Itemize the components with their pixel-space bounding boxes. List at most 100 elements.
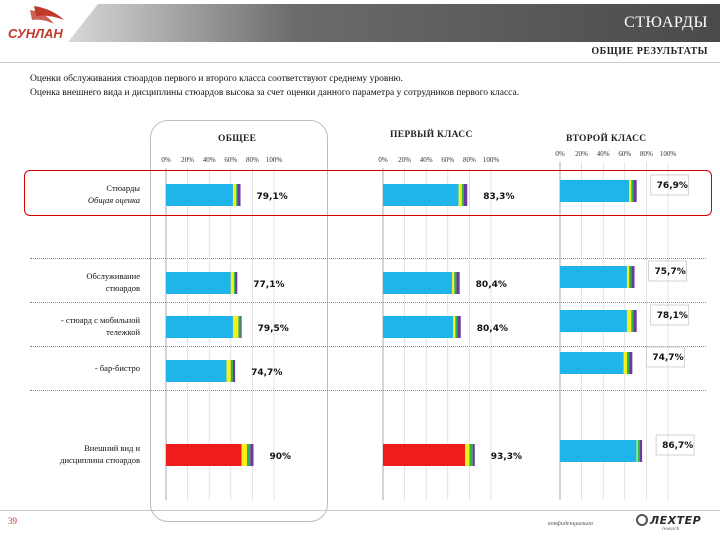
bar-segment-purple — [631, 266, 635, 288]
row-separator — [30, 302, 706, 303]
bar-segment-green — [238, 316, 241, 338]
bar-segment-purple — [237, 184, 241, 206]
bar-segment-green — [461, 184, 464, 206]
data-label: 79,1% — [257, 192, 288, 202]
x-tick-label: 60% — [224, 156, 237, 164]
bar-segment-yellow — [230, 272, 235, 294]
bar-segment-green — [454, 272, 457, 294]
x-tick-label: 40% — [420, 156, 433, 164]
row-label-bar-bistro: - бар-бистро — [8, 362, 140, 374]
data-label: 79,5% — [258, 324, 289, 334]
x-tick-label: 80% — [246, 156, 259, 164]
bar-segment-blue — [560, 352, 624, 374]
brand-logo-icon — [636, 514, 648, 526]
confidential-label: конфиденциально — [548, 521, 593, 527]
intro-line-1: Оценки обслуживания стюардов первого и в… — [30, 74, 403, 84]
row-label-line: дисциплина стюардов — [60, 455, 140, 465]
data-label: 77,1% — [253, 280, 284, 290]
bar-segment-purple — [456, 272, 460, 294]
row-separator — [30, 258, 706, 259]
data-label: 93,3% — [491, 452, 522, 462]
row-label-line: Внешний вид и — [84, 443, 140, 453]
airline-logo: СУНЛАН — [4, 4, 68, 44]
header-divider — [0, 62, 720, 63]
bar-segment-blue — [560, 266, 627, 288]
bar-segment-green — [631, 310, 634, 332]
data-label: 76,9% — [657, 181, 688, 191]
bar-segment-green — [234, 272, 236, 294]
bar-segment-yellow — [458, 184, 462, 206]
bar-segment-blue — [166, 272, 231, 294]
x-tick-label: 0% — [161, 156, 171, 164]
x-tick-label: 40% — [597, 150, 610, 158]
row-label-line: - стюард с мобильной — [60, 315, 140, 325]
bar-segment-yellow — [232, 316, 239, 338]
bar-segment-purple — [633, 310, 637, 332]
bar-segment-purple — [250, 444, 254, 466]
bar-segment-yellow — [629, 180, 632, 202]
x-tick-label: 80% — [640, 150, 653, 158]
panel-title-second-class: ВТОРОЙ КЛАСС — [566, 134, 647, 144]
data-label: 86,7% — [662, 441, 693, 451]
row-label-line: - бар-бистро — [94, 363, 140, 373]
row-label-overall-rating: Стюарды Общая оценка — [8, 182, 140, 206]
row-label-line: Обслуживание — [86, 271, 140, 281]
x-tick-label: 20% — [398, 156, 411, 164]
bar-segment-red — [166, 444, 242, 466]
bar-segment-red — [383, 444, 466, 466]
data-label-box — [655, 434, 695, 456]
page-number: 39 — [8, 516, 17, 526]
bar-segment-yellow — [226, 360, 231, 382]
bar-segment-yellow — [626, 310, 632, 332]
x-tick-label: 40% — [203, 156, 216, 164]
bar-segment-blue — [166, 316, 233, 338]
bar-segment-green — [455, 316, 458, 338]
header-dark-band — [68, 4, 720, 42]
highlight-frame — [24, 170, 712, 216]
data-label-box — [648, 260, 687, 282]
x-tick-label: 100% — [266, 156, 283, 164]
svg-text:СУНЛАН: СУНЛАН — [8, 26, 63, 41]
brand-name: ЛЕХТЕР — [650, 514, 702, 527]
bar-segment-purple — [633, 180, 637, 202]
x-tick-label: 60% — [618, 150, 631, 158]
bar-segment-purple — [639, 440, 643, 462]
intro-text: Оценки обслуживания стюардов первого и в… — [30, 72, 519, 100]
bar-segment-purple — [457, 316, 461, 338]
bar-segment-green — [469, 444, 473, 466]
row-label-trolley: - стюард с мобильной тележкой — [8, 314, 140, 338]
row-label-line: Стюарды — [106, 183, 140, 193]
bar-segment-yellow — [452, 272, 455, 294]
bar-segment-blue — [166, 184, 233, 206]
row-label-line: тележкой — [106, 327, 140, 337]
overall-panel-frame — [150, 120, 328, 522]
bar-segment-purple — [232, 360, 236, 382]
bar-segment-green — [230, 360, 233, 382]
data-label-box — [650, 304, 690, 326]
data-label: 90% — [269, 452, 291, 462]
panel-title-overall: ОБЩЕЕ — [218, 134, 257, 144]
bar-segment-purple — [235, 272, 238, 294]
bar-segment-yellow — [241, 444, 247, 466]
bar-segment-blue — [560, 310, 627, 332]
bar-segment-blue — [383, 272, 453, 294]
x-tick-label: 20% — [575, 150, 588, 158]
bar-segment-green — [247, 444, 251, 466]
intro-line-2: Оценка внешнего вида и дисциплины стюард… — [30, 88, 520, 98]
panel-title-first-class: ПЕРВЫЙ КЛАСС — [390, 130, 473, 140]
bar-segment-yellow — [626, 266, 630, 288]
data-label: 78,1% — [657, 311, 688, 321]
data-label-box — [650, 174, 690, 196]
bar-segment-green — [626, 352, 630, 374]
data-label-box — [645, 346, 685, 368]
x-tick-label: 20% — [181, 156, 194, 164]
bar-segment-purple — [472, 444, 475, 466]
bar-segment-purple — [240, 316, 242, 338]
row-label-appearance: Внешний вид и дисциплина стюардов — [8, 442, 140, 466]
row-separator — [30, 390, 706, 391]
bar-segment-yellow — [453, 316, 456, 338]
data-label: 74,7% — [652, 353, 683, 363]
x-tick-label: 0% — [555, 150, 565, 158]
bar-segment-green — [637, 440, 640, 462]
